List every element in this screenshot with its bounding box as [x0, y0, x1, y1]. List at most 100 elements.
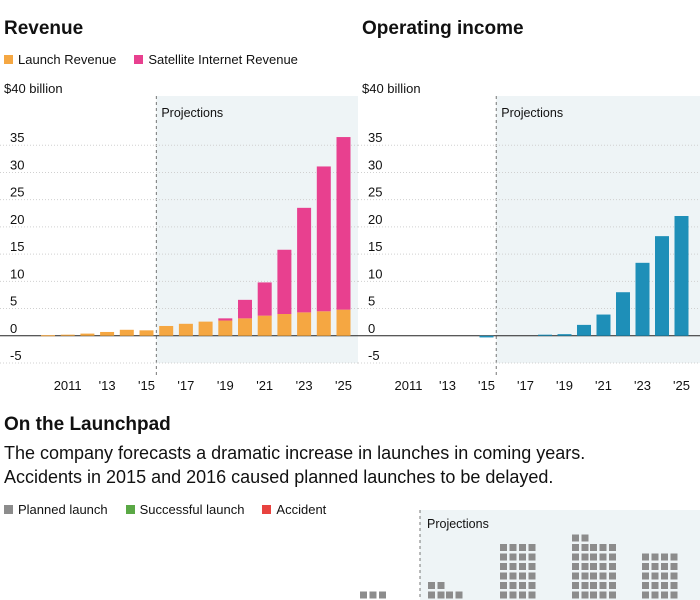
- x-tick-label: '15: [138, 378, 155, 393]
- planned-launch-mark: [528, 544, 536, 551]
- x-tick-label: '13: [99, 378, 116, 393]
- planned-launch-mark: [642, 572, 649, 580]
- y-tick-label: 25: [368, 185, 382, 200]
- bar-launch-revenue-2024: [316, 311, 331, 336]
- bar-satellite-internet-revenue-2020: [238, 299, 252, 319]
- legend-item-launch-revenue: Launch Revenue: [4, 52, 116, 67]
- y-tick-label: 20: [10, 212, 24, 227]
- planned-launch-mark: [590, 572, 597, 580]
- planned-launch-mark: [581, 553, 589, 561]
- planned-launch-mark: [642, 553, 649, 561]
- legend-swatch-accident: [262, 505, 272, 514]
- planned-launch-mark: [519, 563, 526, 570]
- planned-launch-mark: [528, 563, 536, 570]
- planned-launch-mark: [572, 572, 579, 580]
- planned-launch-mark: [670, 553, 678, 561]
- planned-launch-mark: [581, 534, 589, 542]
- bar-launch-revenue-2016: [159, 325, 174, 336]
- legend-item-accident: Accident: [262, 502, 326, 517]
- bar-value-2025: [674, 216, 689, 336]
- planned-launch-mark: [581, 591, 589, 599]
- planned-launch-mark: [509, 544, 517, 551]
- x-tick-label: '21: [595, 378, 612, 393]
- planned-launch-mark: [609, 572, 616, 580]
- planned-launch-mark: [572, 553, 579, 561]
- bar-value-2021: [596, 314, 611, 336]
- planned-launch-mark: [599, 553, 607, 561]
- planned-launch-mark: [661, 563, 668, 570]
- planned-launch-mark: [509, 563, 517, 570]
- x-tick-label: '17: [517, 378, 534, 393]
- planned-launch-mark: [651, 582, 659, 589]
- legend-swatch-successful: [125, 505, 135, 514]
- y-tick-label: 30: [10, 157, 24, 172]
- launchpad-chart: Projections: [360, 510, 700, 600]
- planned-launch-mark: [572, 591, 579, 599]
- planned-launch-mark: [500, 582, 507, 589]
- bar-launch-revenue-2022: [277, 314, 292, 336]
- planned-launch-mark: [581, 572, 589, 580]
- y-tick-label: 20: [368, 212, 382, 227]
- y-tick-label: 0: [368, 321, 375, 336]
- planned-launch-mark: [599, 582, 607, 589]
- planned-launch-mark: [519, 544, 526, 551]
- planned-launch-mark: [651, 572, 659, 580]
- planned-launch-mark: [519, 553, 526, 561]
- y-unit-label: $40 billion: [362, 81, 421, 96]
- planned-launch-mark: [609, 582, 616, 589]
- planned-launch-mark: [651, 591, 659, 599]
- y-tick-label: 15: [10, 239, 24, 254]
- bar-launch-revenue-2025: [336, 309, 351, 336]
- launchpad-title: On the Launchpad: [4, 414, 171, 435]
- planned-launch-mark: [509, 553, 517, 561]
- bar-launch-revenue-2017: [178, 323, 193, 336]
- planned-launch-mark: [609, 544, 616, 551]
- planned-launch-mark: [500, 544, 507, 551]
- planned-launch-mark: [509, 582, 517, 589]
- bar-value-2022: [616, 292, 630, 336]
- planned-launch-mark: [519, 591, 526, 599]
- bar-satellite-internet-revenue-2023: [297, 207, 312, 313]
- legend-swatch-launch: [4, 55, 13, 64]
- y-tick-label: 5: [368, 294, 375, 309]
- bar-value-2024: [655, 236, 669, 336]
- planned-launch-mark: [446, 591, 453, 599]
- x-tick-label: '19: [217, 378, 234, 393]
- planned-launch-mark: [369, 591, 377, 599]
- planned-launch-mark: [670, 572, 678, 580]
- x-tick-label: '15: [478, 378, 495, 393]
- y-tick-label: 30: [368, 157, 382, 172]
- bar-launch-revenue-2011: [60, 334, 75, 336]
- x-tick-label: '23: [634, 378, 651, 393]
- planned-launch-mark: [651, 553, 659, 561]
- planned-launch-mark: [670, 591, 678, 599]
- planned-launch-mark: [661, 572, 668, 580]
- bar-value-2023: [635, 262, 650, 336]
- y-unit-label: $40 billion: [4, 81, 63, 96]
- x-tick-label: '25: [673, 378, 690, 393]
- legend-item-successful: Successful launch: [125, 502, 244, 517]
- projection-label: Projections: [501, 106, 563, 120]
- y-tick-label: 10: [10, 266, 24, 281]
- bar-value-2019: [557, 334, 572, 336]
- planned-launch-mark: [581, 582, 589, 589]
- planned-launch-mark: [519, 582, 526, 589]
- planned-launch-mark: [379, 591, 386, 599]
- y-tick-label: 0: [10, 321, 17, 336]
- x-tick-label: '23: [296, 378, 313, 393]
- bar-satellite-internet-revenue-2019: [218, 318, 233, 321]
- planned-launch-mark: [599, 591, 607, 599]
- launch-projection-label: Projections: [427, 517, 489, 531]
- bar-launch-revenue-2013: [100, 331, 115, 336]
- legend-swatch-satellite: [134, 55, 144, 64]
- planned-launch-mark: [581, 563, 589, 570]
- planned-launch-mark: [572, 563, 579, 570]
- planned-launch-mark: [642, 563, 649, 570]
- planned-launch-mark: [509, 572, 517, 580]
- x-tick-label: '19: [556, 378, 573, 393]
- planned-launch-mark: [528, 582, 536, 589]
- planned-launch-mark: [642, 582, 649, 589]
- planned-launch-mark: [599, 572, 607, 580]
- bar-satellite-internet-revenue-2021: [257, 282, 272, 316]
- planned-launch-mark: [599, 544, 607, 551]
